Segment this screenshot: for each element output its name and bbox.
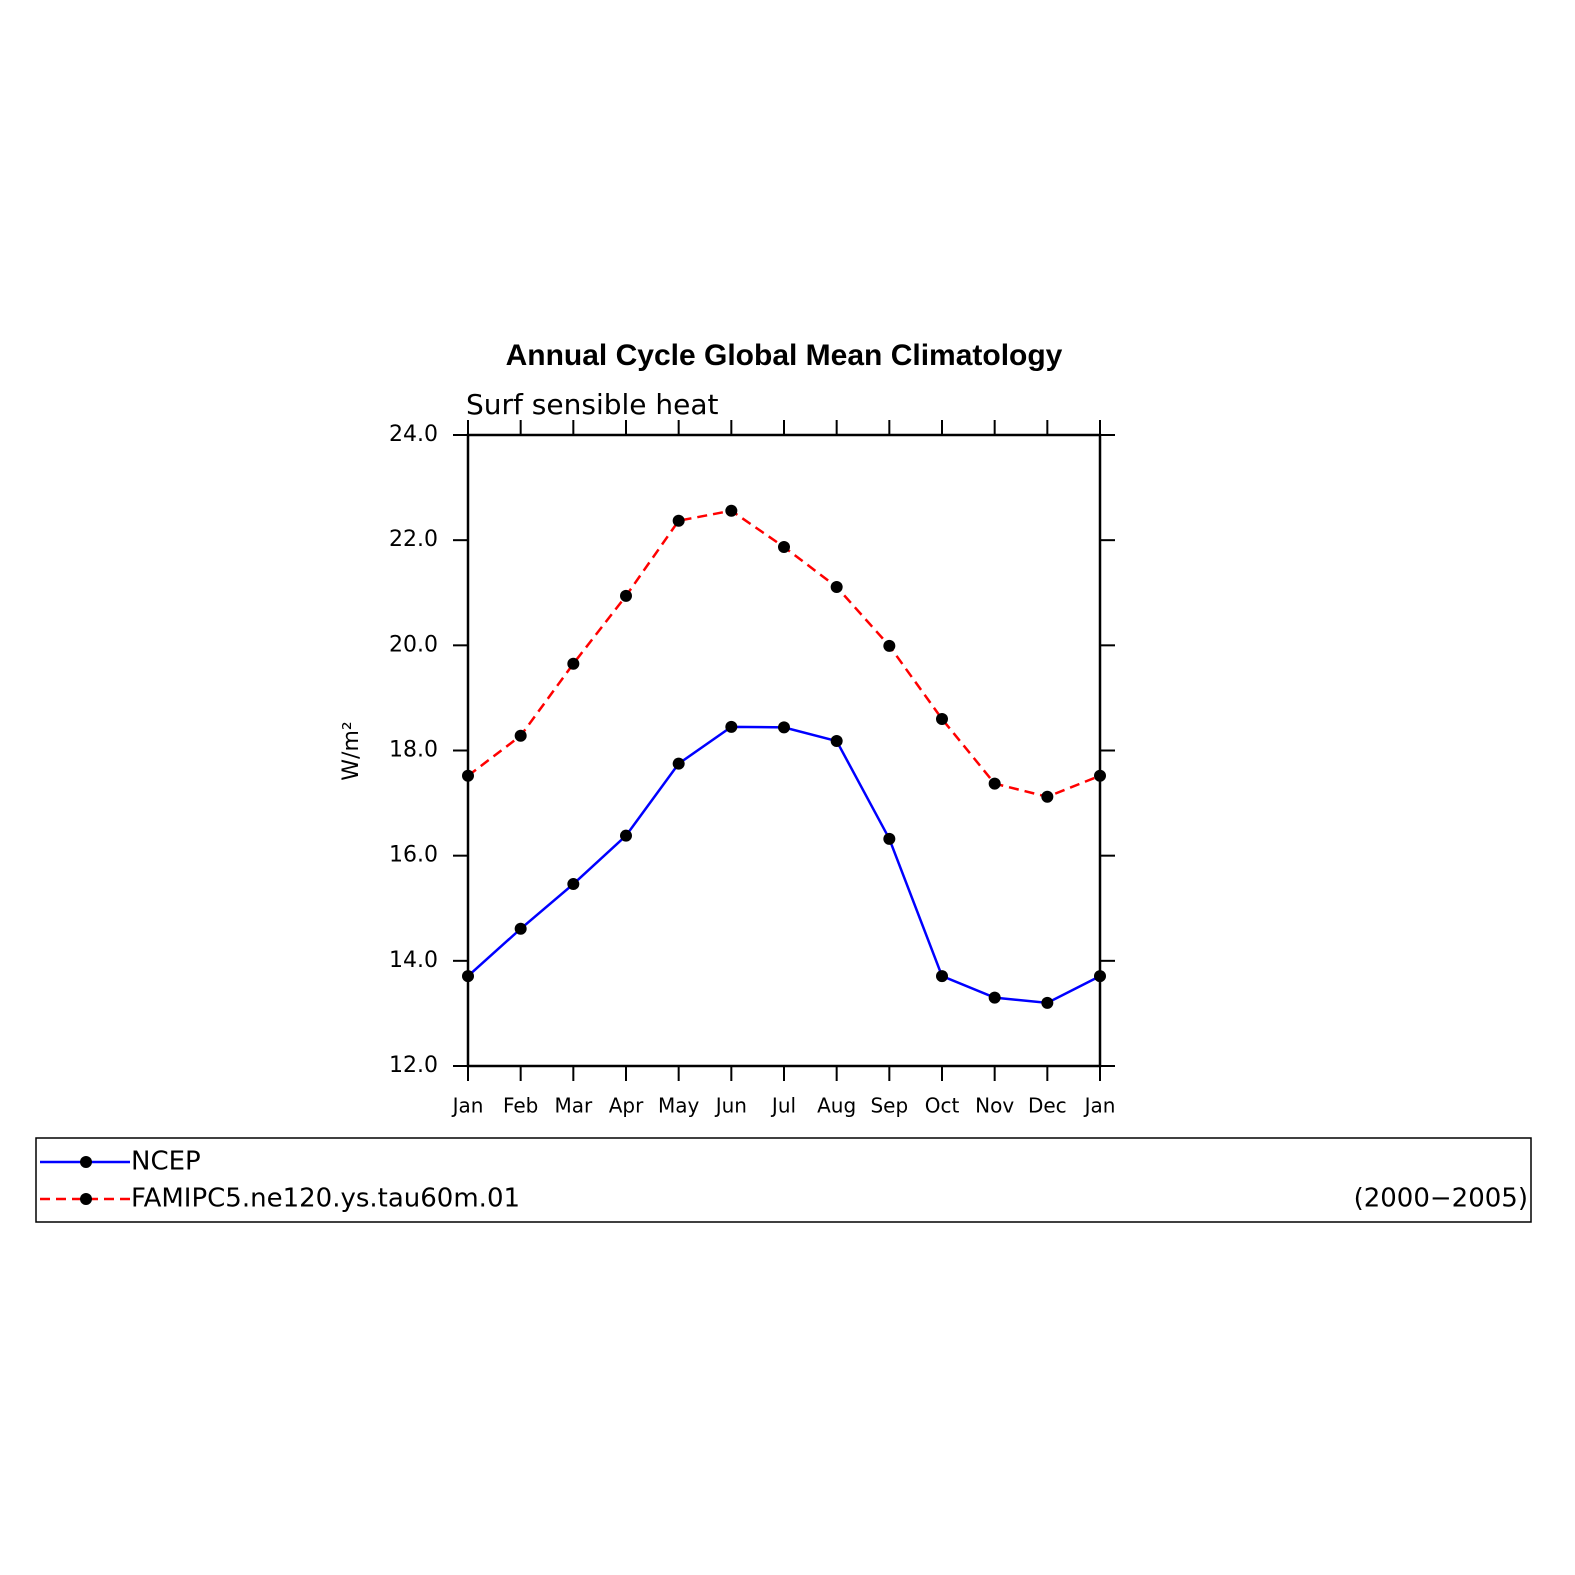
data-point — [620, 589, 632, 602]
x-tick-label: May — [658, 1094, 700, 1118]
x-tick-label: Mar — [554, 1094, 593, 1118]
legend-marker — [80, 1156, 92, 1168]
x-tick-label: Dec — [1028, 1094, 1067, 1118]
x-tick-label: Jul — [770, 1094, 796, 1118]
data-point — [1094, 970, 1106, 983]
series-line — [467, 725, 1101, 1005]
y-axis-label: W/m² — [339, 721, 364, 780]
data-point — [725, 720, 738, 733]
data-point — [988, 991, 1001, 1004]
x-tick-label: Sep — [870, 1094, 908, 1118]
x-tick-label: Apr — [609, 1094, 644, 1118]
data-point — [514, 729, 527, 742]
data-point — [567, 657, 580, 670]
data-point — [778, 541, 790, 554]
data-point — [567, 878, 580, 891]
y-tick-label: 20.0 — [389, 632, 438, 657]
legend-box — [35, 1137, 1532, 1223]
data-point — [462, 970, 474, 983]
data-point — [988, 777, 1001, 790]
data-point — [936, 712, 948, 725]
data-point — [1041, 790, 1054, 803]
x-tick-label: Nov — [975, 1094, 1014, 1118]
y-tick-label: 16.0 — [389, 843, 438, 868]
data-point — [778, 721, 790, 734]
data-point — [936, 970, 948, 983]
x-tick-label: Aug — [817, 1094, 856, 1118]
x-tick-label: Jan — [1083, 1094, 1116, 1118]
y-tick-label: 12.0 — [389, 1053, 438, 1078]
data-point — [830, 735, 843, 748]
data-point — [672, 757, 685, 770]
data-point — [883, 832, 896, 845]
legend-label: NCEP — [131, 1147, 201, 1177]
data-point — [830, 580, 843, 593]
y-tick-label: 22.0 — [389, 527, 438, 552]
chart-title: Annual Cycle Global Mean Climatology — [506, 339, 1063, 372]
plot-frame — [466, 433, 1102, 1068]
data-point — [514, 922, 527, 935]
data-point — [725, 504, 738, 517]
x-tick-label: Feb — [503, 1094, 538, 1118]
period-annotation: (2000−2005) — [1354, 1184, 1528, 1214]
data-point — [462, 769, 474, 782]
legend-label: FAMIPC5.ne120.ys.tau60m.01 — [131, 1184, 520, 1214]
x-tick-label: Jan — [451, 1094, 484, 1118]
data-point — [620, 829, 632, 842]
legend-marker — [80, 1193, 92, 1205]
y-tick-label: 14.0 — [389, 948, 438, 973]
x-tick-label: Oct — [925, 1094, 960, 1118]
x-tick-label: Jun — [714, 1094, 747, 1118]
series-line — [467, 509, 1101, 799]
y-tick-label: 18.0 — [389, 738, 438, 763]
data-point — [883, 639, 896, 652]
data-point — [1041, 996, 1054, 1009]
data-point — [672, 514, 685, 527]
y-tick-label: 24.0 — [389, 422, 438, 447]
data-point — [1094, 769, 1106, 782]
chart-subtitle: Surf sensible heat — [466, 388, 719, 421]
